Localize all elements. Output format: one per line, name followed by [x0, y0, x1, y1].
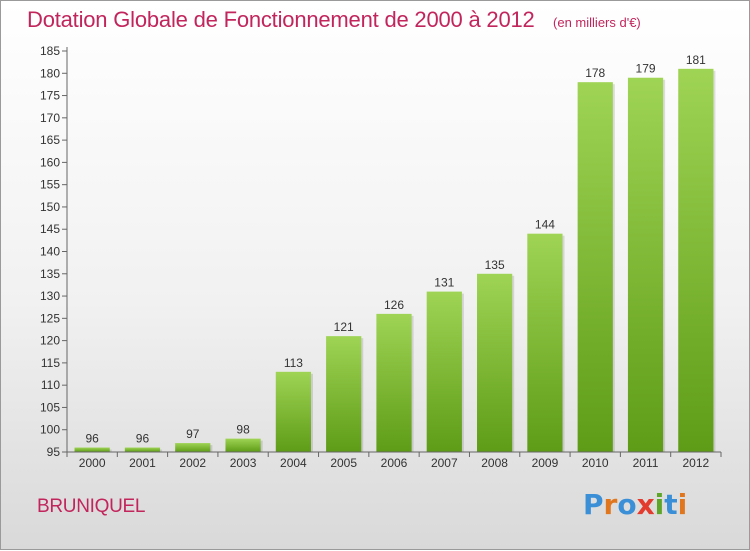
value-label: 144: [535, 218, 555, 232]
value-label: 121: [334, 320, 354, 334]
chart-subtitle: (en milliers d'€): [553, 15, 641, 30]
bar-2000: [74, 447, 110, 452]
value-label: 179: [636, 62, 656, 76]
logo-letter: t: [664, 488, 678, 521]
y-tick-label: 120: [40, 334, 60, 348]
y-tick-label: 150: [40, 200, 60, 214]
y-tick-label: 105: [40, 400, 60, 414]
bar-2002: [175, 443, 211, 452]
bars-group: [74, 68, 716, 453]
x-tick-label: 2010: [582, 456, 609, 470]
x-tick-label: 2003: [230, 456, 257, 470]
value-label: 126: [384, 298, 404, 312]
bar-2003: [225, 438, 261, 452]
bar-2010: [577, 82, 613, 452]
x-tick-label: 2012: [682, 456, 709, 470]
x-axis: 2000 2001 2002 2003 2004 2005 2006 2007 2008 2009…: [66, 451, 722, 470]
value-labels-group: 96 96 97 98 113 121 126 131 135 144 178 179 181: [85, 53, 706, 446]
value-label: 131: [434, 276, 454, 290]
bar-2001: [124, 447, 161, 452]
value-label: 135: [485, 258, 505, 272]
value-label: 96: [85, 432, 99, 446]
value-label: 178: [585, 66, 605, 80]
bar-2011: [627, 77, 664, 452]
y-tick-label: 135: [40, 267, 60, 281]
logo-letter: o: [617, 488, 637, 521]
y-tick-label: 130: [40, 289, 60, 303]
y-tick-label: 140: [40, 245, 60, 259]
commune-name: BRUNIQUEL: [37, 496, 146, 517]
x-tick-label: 2004: [280, 456, 307, 470]
bar-2009: [527, 233, 563, 452]
y-tick-label: 110: [41, 378, 60, 392]
y-tick-label: 125: [40, 311, 60, 325]
y-tick-label: 100: [40, 423, 60, 437]
bar-2005: [326, 336, 362, 452]
logo-letter: r: [603, 488, 618, 521]
bar-2007: [426, 291, 462, 452]
y-tick-label: 95: [47, 445, 61, 459]
y-tick-label: 185: [40, 44, 60, 58]
x-tick-label: 2011: [633, 456, 659, 470]
x-tick-label: 2005: [330, 456, 357, 470]
logo-letter: x: [636, 488, 655, 521]
x-tick-label: 2002: [179, 456, 206, 470]
bar-2008: [477, 273, 513, 452]
y-tick-label: 145: [40, 222, 60, 236]
y-tick-label: 160: [40, 155, 60, 169]
title-row: Dotation Globale de Fonctionnement de 20…: [27, 7, 641, 33]
bar-2004: [275, 371, 311, 452]
x-tick-label: 2001: [129, 456, 156, 470]
value-label: 96: [136, 432, 150, 446]
y-tick-label: 170: [40, 111, 60, 125]
x-tick-label: 2000: [79, 456, 106, 470]
y-tick-label: 165: [40, 133, 60, 147]
chart-title: Dotation Globale de Fonctionnement de 20…: [27, 7, 535, 32]
x-tick-label: 2007: [431, 456, 458, 470]
proxiti-logo: Proxiti: [583, 488, 687, 521]
value-label: 97: [186, 427, 200, 441]
logo-letter: i: [677, 488, 688, 521]
value-label: 98: [236, 423, 250, 437]
value-label: 181: [686, 53, 706, 67]
x-tick-label: 2006: [381, 456, 408, 470]
value-label: 113: [284, 356, 303, 370]
x-tick-label: 2008: [481, 456, 508, 470]
bar-2012: [678, 68, 714, 453]
bar-2006: [376, 313, 412, 452]
y-tick-label: 155: [40, 178, 60, 192]
logo-letter: i: [654, 488, 665, 521]
y-tick-label: 175: [40, 89, 60, 103]
logo-letter: P: [583, 488, 604, 521]
y-axis: 95 100 105 110 115 120 125 130 135 140 145 150 155 16…: [40, 44, 68, 459]
y-tick-label: 115: [41, 356, 60, 370]
y-tick-label: 180: [40, 66, 60, 80]
x-tick-label: 2009: [532, 456, 559, 470]
